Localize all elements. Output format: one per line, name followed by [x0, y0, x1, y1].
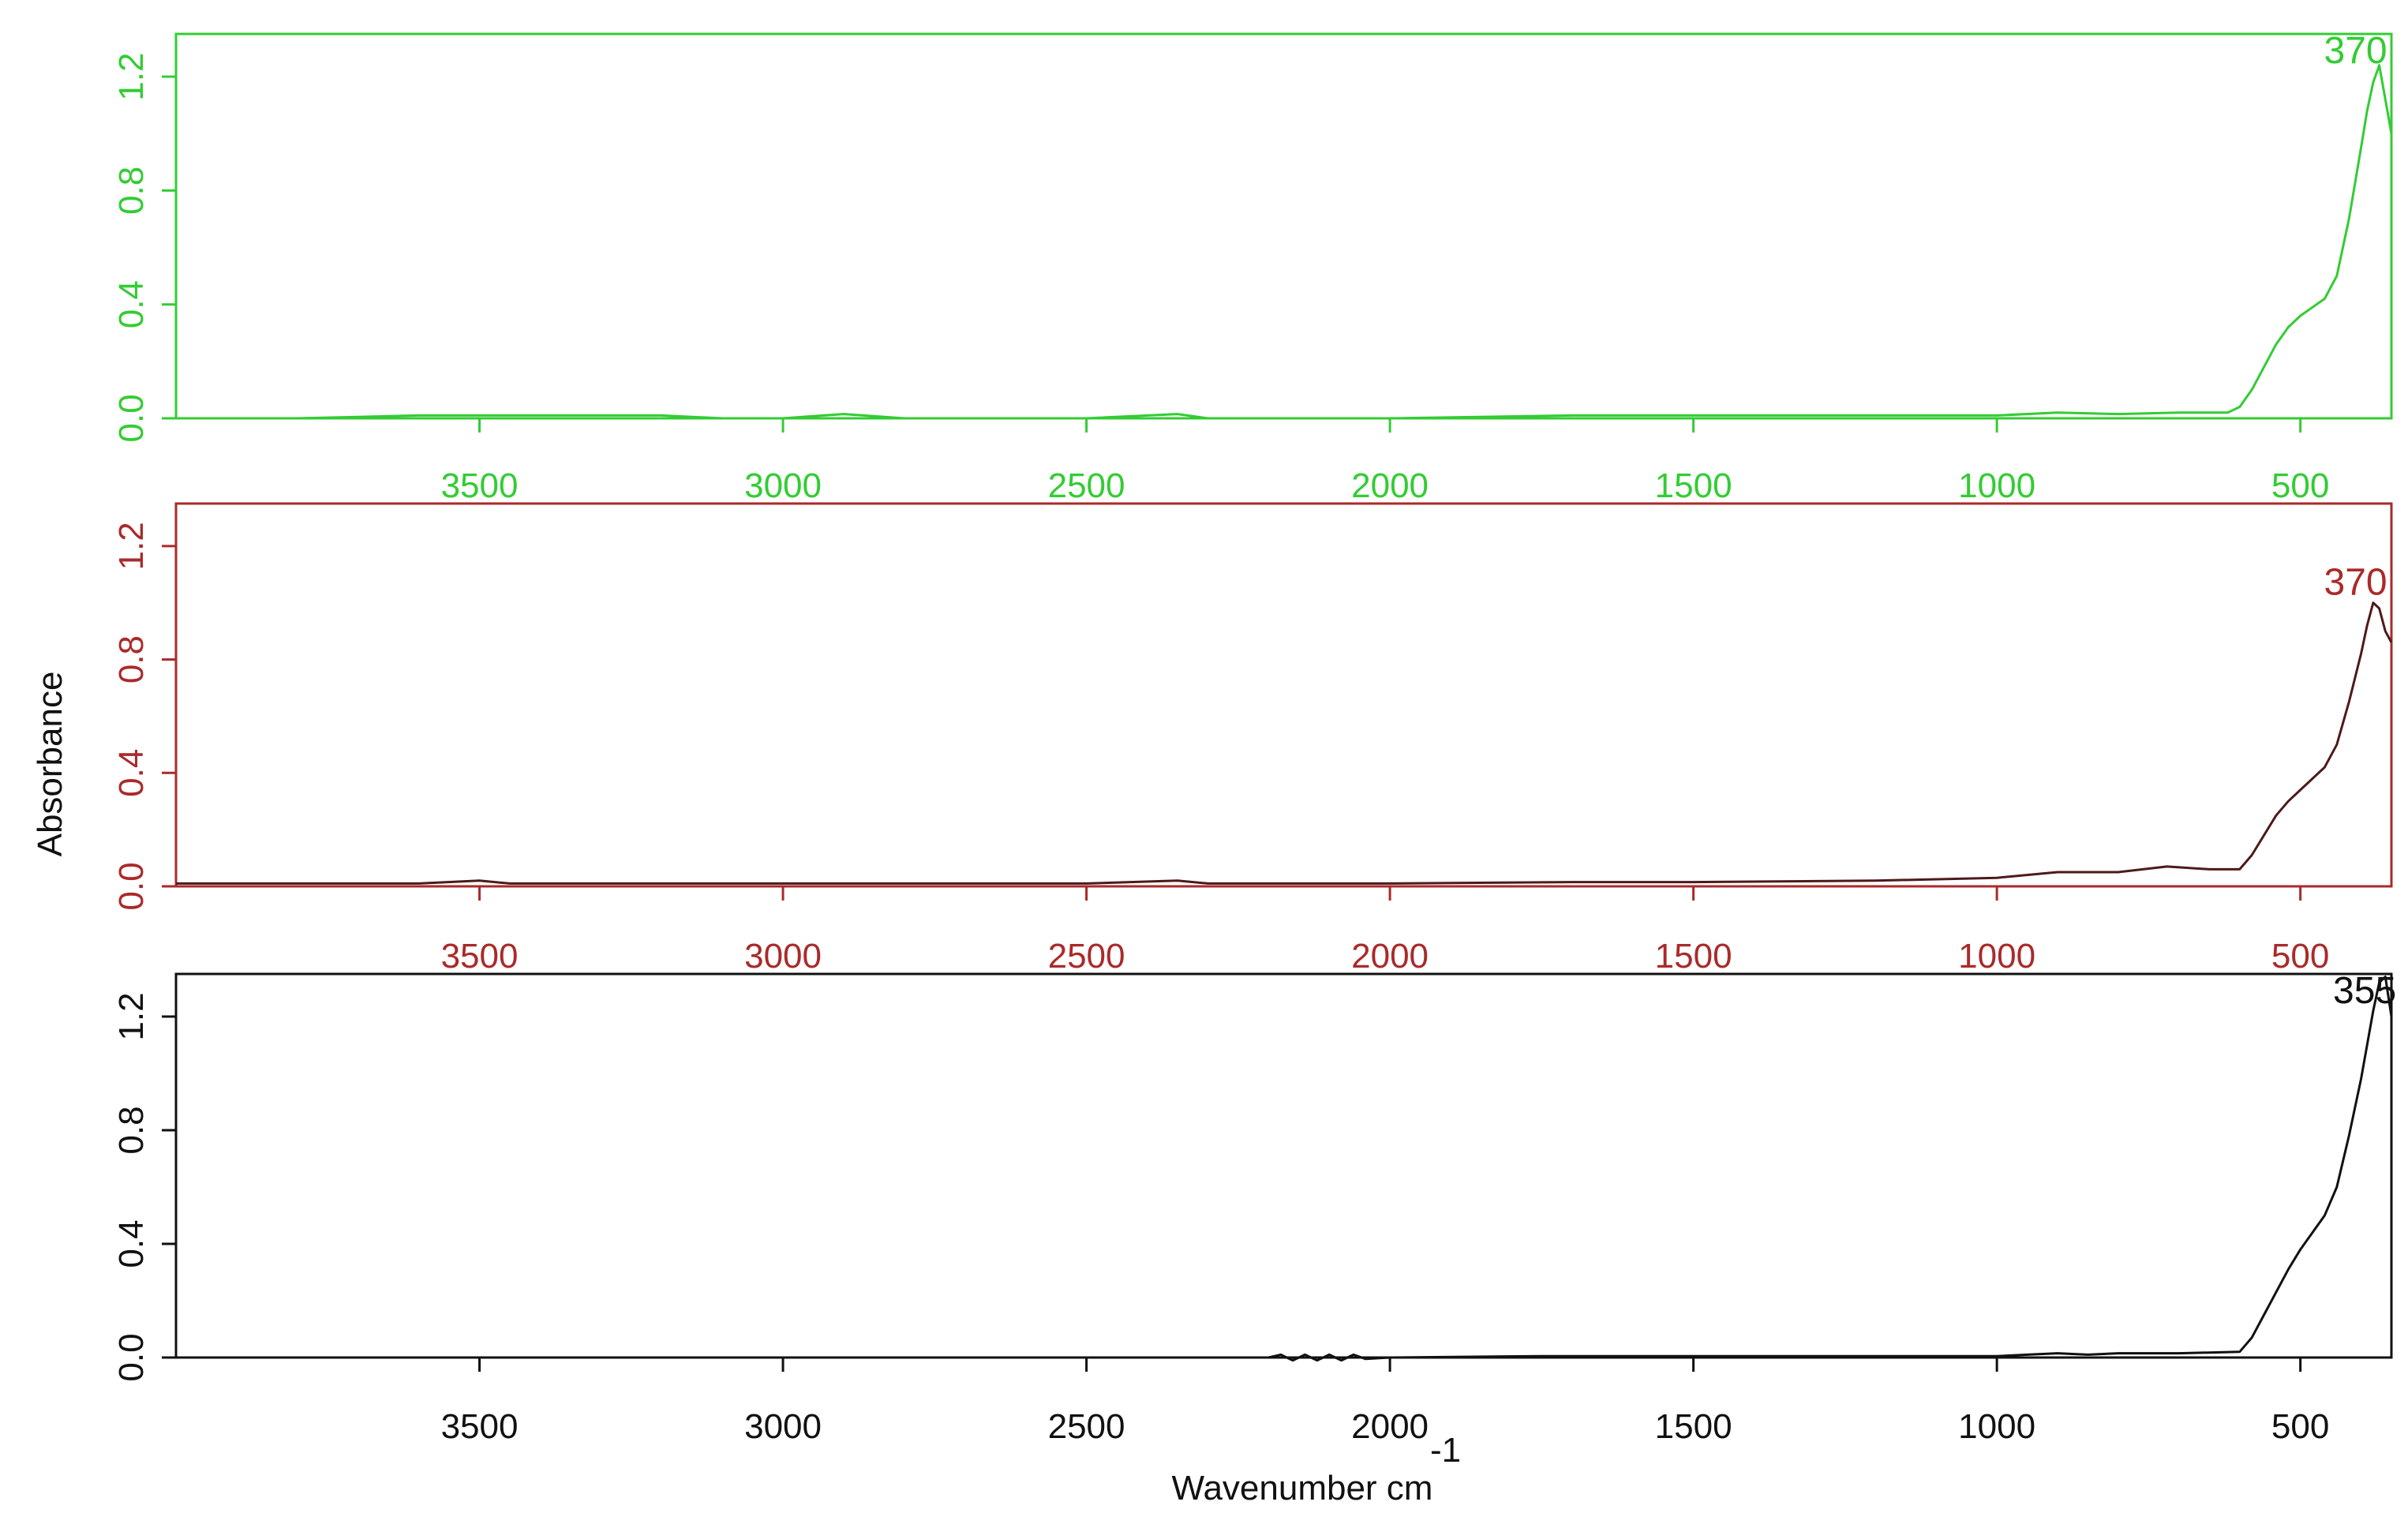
- x-tick-label: 2500: [1048, 1407, 1125, 1446]
- x-tick-label: 3500: [441, 466, 519, 505]
- plot-frame: [174, 502, 2393, 888]
- x-axis-title: Wavenumber cm: [1172, 1469, 1433, 1507]
- x-tick-label: 1500: [1655, 937, 1732, 976]
- y-tick-label: 0.4: [112, 749, 151, 797]
- x-tick-label: 1500: [1655, 1407, 1732, 1446]
- panel-bottom-black: 3500 3000 2500 2000 1500 1000 500 0.0 0.4 0.8 1.2 3…: [112, 970, 2396, 1446]
- x-tick-label: 500: [2271, 1407, 2329, 1446]
- y-tick-label: 0.8: [112, 635, 151, 683]
- plot-frame: [174, 32, 2393, 420]
- y-tick-label: 0.0: [112, 394, 151, 442]
- spectrum-line: [176, 976, 2393, 1362]
- x-tick-label: 3000: [744, 466, 822, 505]
- x-tick-label: 2000: [1351, 937, 1429, 976]
- x-tick-label: 2500: [1048, 466, 1125, 505]
- peak-label: 370: [2324, 562, 2387, 604]
- x-tick-label: 1500: [1655, 466, 1732, 505]
- peak-label: 370: [2324, 30, 2387, 72]
- x-tick-label: 3500: [441, 1407, 519, 1446]
- x-axis-title-superscript: -1: [1430, 1431, 1461, 1470]
- y-tick-label: 0.8: [112, 1106, 151, 1154]
- y-tick-label: 0.8: [112, 167, 151, 215]
- panel-middle-red: 3500 3000 2500 2000 1500 1000 500 0.0 0.4 0.8 1.2 3…: [112, 502, 2393, 976]
- panel-top-green: 3500 3000 2500 2000 1500 1000 500 0.0 0.4 0.8 1.2 3…: [112, 30, 2393, 505]
- plot-frame: [174, 972, 2393, 1359]
- spectrum-line: [176, 601, 2393, 885]
- y-tick-label: 0.0: [112, 862, 151, 910]
- y-axis-title: Absorbance: [31, 672, 69, 857]
- y-tick-label: 1.2: [112, 522, 151, 570]
- x-axis-title-text: Wavenumber cm: [1172, 1469, 1433, 1507]
- x-tick-label: 500: [2271, 466, 2329, 505]
- y-tick-label: 0.4: [112, 280, 151, 328]
- y-tick-label: 1.2: [112, 53, 151, 101]
- peak-label: 355: [2333, 970, 2396, 1012]
- x-tick-label: 2500: [1048, 937, 1125, 976]
- x-tick-label: 2000: [1351, 466, 1429, 505]
- x-tick-label: 2000: [1351, 1407, 1429, 1446]
- y-tick-label: 0.0: [112, 1333, 151, 1381]
- x-tick-label: 500: [2271, 937, 2329, 976]
- x-tick-label: 3000: [744, 1407, 822, 1446]
- spectrum-line: [176, 64, 2393, 420]
- x-tick-label: 1000: [1958, 1407, 2035, 1446]
- x-tick-label: 1000: [1958, 937, 2035, 976]
- x-tick-label: 1000: [1958, 466, 2035, 505]
- y-tick-label: 0.4: [112, 1219, 151, 1268]
- x-tick-label: 3500: [441, 937, 519, 976]
- x-tick-label: 3000: [744, 937, 822, 976]
- y-tick-label: 1.2: [112, 992, 151, 1040]
